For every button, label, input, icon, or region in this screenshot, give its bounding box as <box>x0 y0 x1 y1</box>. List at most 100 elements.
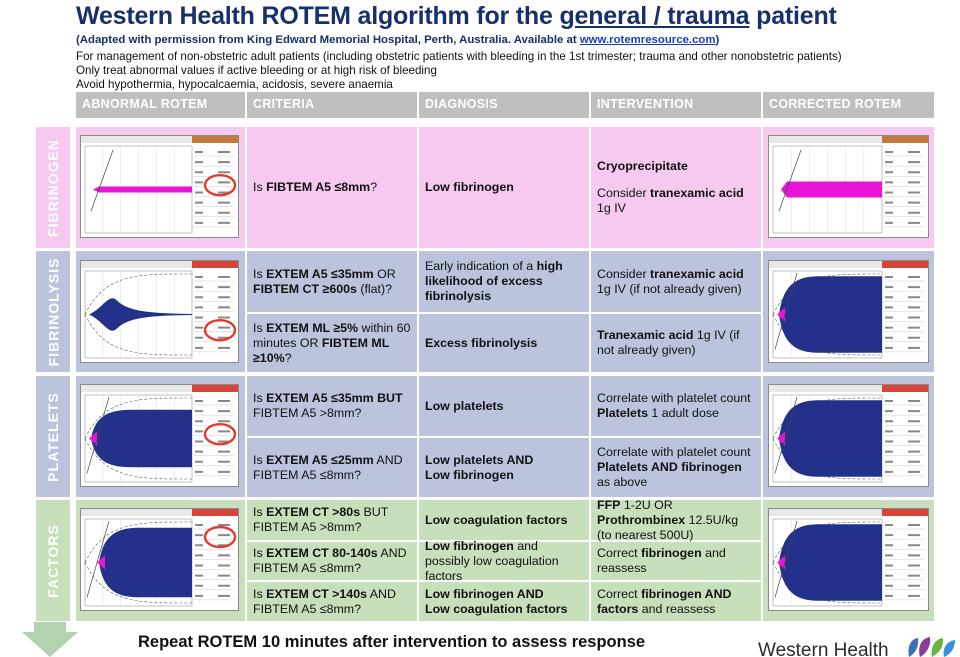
trace-graphic <box>769 385 928 483</box>
trace-panel-label <box>885 430 893 433</box>
trace-panel-value <box>908 346 920 349</box>
intervention-text: Consider tranexamic acid 1g IV (if not a… <box>597 267 755 297</box>
intervention-secondary: Platelets AND fibrinogen as above <box>597 460 755 490</box>
diagnosis-text: Low fibrinogen <box>425 180 514 194</box>
trace-slope-line <box>86 520 110 598</box>
trace-shape <box>779 524 882 601</box>
trace-reference-upper <box>84 521 193 563</box>
trace-graphic <box>81 385 238 483</box>
trace-panel-label <box>195 420 203 423</box>
trace-panel-label <box>885 346 893 349</box>
col-header-intervention: INTERVENTION <box>591 92 761 118</box>
col-header-abnormal-rotem: ABNORMAL ROTEM <box>76 92 245 118</box>
trace-panel-value <box>908 450 920 453</box>
rotem-resource-link[interactable]: www.rotemresource.com <box>579 34 716 46</box>
trace-panel-label <box>885 554 893 557</box>
section-label-fibrinolysis: FIBRINOLYSIS <box>36 251 70 372</box>
trace-panel-value <box>908 564 920 567</box>
intervention-part: 12.5U/kg (to nearest 500U) <box>597 512 739 542</box>
trace-graphic <box>81 509 238 607</box>
criteria-part: ? <box>370 180 378 194</box>
trace-panel-label <box>195 296 203 299</box>
rotem-trace-factors-corrected <box>768 508 929 611</box>
trace-tag <box>192 261 238 268</box>
trace-panel-label <box>195 201 203 204</box>
intervention-key: tranexamic acid <box>650 186 744 200</box>
rotem-trace-fibrinogen-corrected <box>768 135 929 238</box>
trace-panel-label <box>195 430 203 433</box>
criteria-part: (flat)? <box>356 281 393 296</box>
trace-slope-line <box>90 149 114 212</box>
intervention-key: FFP <box>597 497 621 512</box>
trace-panel-value <box>218 524 230 526</box>
trace-panel-label <box>195 191 203 194</box>
trace-reference-upper <box>84 273 193 315</box>
criteria-part: Is <box>253 391 267 405</box>
criteria-part: Is <box>253 452 267 467</box>
diagnosis-line-1: Low fibrinogen AND <box>425 586 544 601</box>
criteria-key: FIBTEM ML ≥10% <box>253 335 390 365</box>
rotem-trace-fibrinolysis-corrected <box>768 260 929 363</box>
trace-graphic <box>769 509 928 607</box>
trace-panel-value <box>908 440 920 443</box>
criteria-text: Is EXTEM A5 ≤35mm BUT FIBTEM A5 >8mm? <box>253 391 411 421</box>
trace-panel-label <box>885 201 893 204</box>
logo-leaves-icon <box>908 637 955 657</box>
trace-panel-value <box>218 171 230 174</box>
trace-shape <box>99 527 192 598</box>
trace-panel-label <box>195 554 203 557</box>
trace-shape <box>779 400 882 477</box>
trace-panel-value <box>908 326 920 329</box>
section-label-text: FIBRINOGEN <box>45 138 62 237</box>
intervention-cell: Correct fibrinogen and reassess <box>591 542 761 580</box>
criteria-key: EXTEM CT >140s <box>266 586 367 601</box>
intervention-part: Correct <box>597 586 642 601</box>
intervention-key: Tranexamic acid <box>597 328 694 342</box>
trace-shape <box>93 186 192 193</box>
trace-shape <box>779 276 882 353</box>
trace-graphic <box>81 136 238 234</box>
trace-panel-value <box>218 276 230 278</box>
trace-panel-value <box>218 211 230 214</box>
trace-panel-label <box>195 440 203 443</box>
criteria-key: EXTEM A5 ≤35mm <box>266 266 374 281</box>
trace-graphic <box>769 136 928 234</box>
criteria-key: FIBTEM A5 ≤8mm <box>266 180 371 194</box>
trace-panel-label <box>885 534 893 537</box>
trace-panel-value <box>218 161 230 164</box>
trace-panel-label <box>885 524 893 526</box>
intervention-primary: Correlate with platelet count <box>597 391 751 405</box>
trace-tag <box>882 509 928 516</box>
trace-panel-label <box>885 470 893 473</box>
diagnosis-cell: Low fibrinogen and possibly low coagulat… <box>419 539 589 583</box>
criteria-text: Is EXTEM CT >140s AND FIBTEM A5 ≤8mm? <box>253 587 411 617</box>
trace-slope-line <box>778 149 802 212</box>
diagnosis-text: Low fibrinogen and possibly low coagulat… <box>425 539 583 584</box>
trace-panel-value <box>218 574 230 577</box>
diagnosis-cell: Low platelets AND Low fibrinogen <box>419 438 589 497</box>
avoid-note: Avoid hypothermia, hypocalcaemia, acidos… <box>76 78 393 91</box>
intervention-part: Consider <box>597 266 651 281</box>
trace-panel-label <box>195 564 203 567</box>
trace-panel-value <box>218 151 230 153</box>
criteria-text: Is EXTEM CT >80s BUT FIBTEM A5 >8mm? <box>253 505 411 535</box>
trace-panel-label <box>885 336 893 339</box>
attribution-text: (Adapted with permission from King Edwar… <box>76 34 580 46</box>
trace-shape <box>89 298 192 331</box>
trace-shape <box>91 409 192 468</box>
criteria-part: ? <box>284 350 292 365</box>
diagnosis-text: Excess fibrinolysis <box>425 335 538 350</box>
intervention-text: Tranexamic acid 1g IV (if not already gi… <box>597 328 755 358</box>
trace-panel-label <box>885 171 893 174</box>
trace-slope-line <box>774 520 798 598</box>
trace-panel-value <box>908 201 920 204</box>
intervention-secondary: Platelets 1 adult dose <box>597 406 755 421</box>
intervention-key: tranexamic acid <box>650 266 744 281</box>
criteria-part: Is <box>253 180 267 194</box>
criteria-part: Is <box>253 546 267 560</box>
trace-panel-label <box>195 161 203 164</box>
col-header-corrected-rotem: CORRECTED ROTEM <box>763 92 934 118</box>
trace-tag <box>192 136 238 143</box>
diagnosis-cell: Low fibrinogen <box>419 127 589 248</box>
trace-panel-value <box>218 400 230 402</box>
